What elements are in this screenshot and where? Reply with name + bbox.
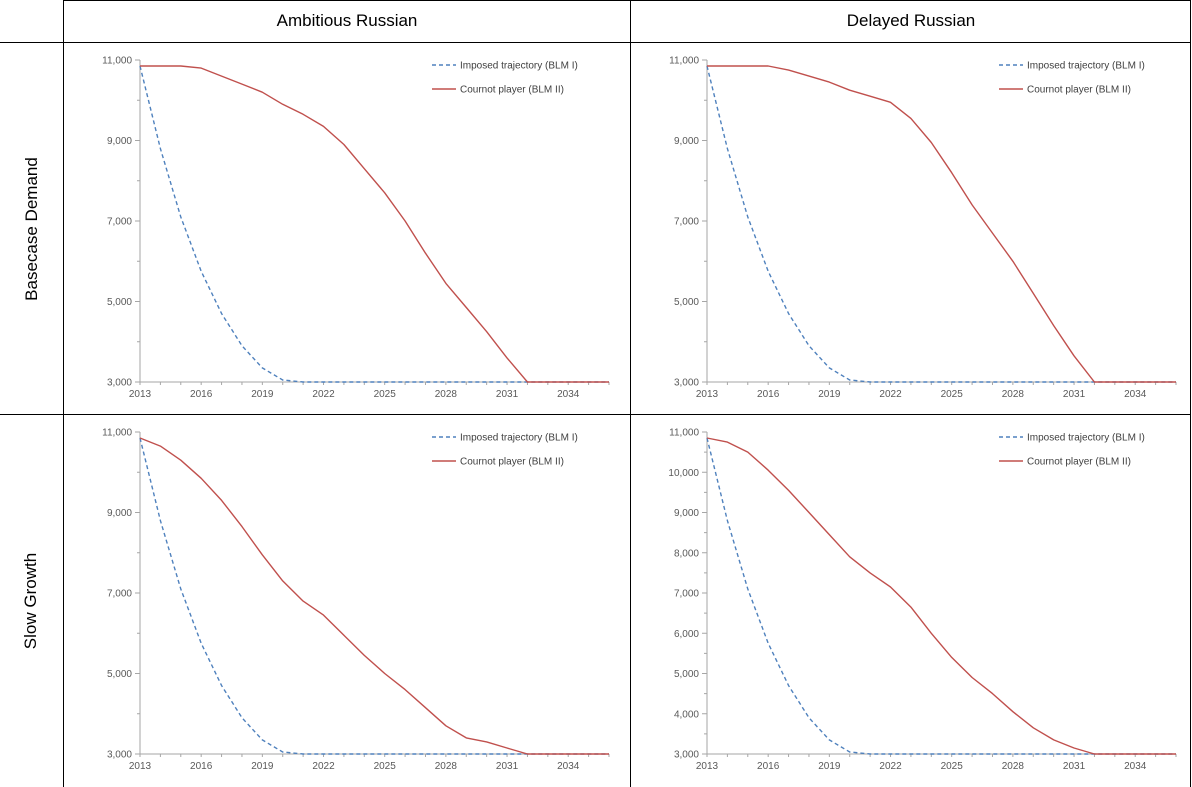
legend-label-imposed: Imposed trajectory (BLM I) [1027,61,1145,72]
y-tick-label: 9,000 [107,136,132,147]
legend-label-cournot: Cournot player (BLM II) [1027,457,1131,468]
chart-panel-basecase-delayed: 3,000 5,000 7,000 9,000 11,000 2013 2016 2019 20… [631,43,1191,414]
legend-label-cournot: Cournot player (BLM II) [460,457,564,468]
x-tick-label: 2019 [251,761,274,772]
x-tick-label: 2016 [190,761,213,772]
x-tick-label: 2028 [1002,389,1025,400]
y-tick-label: 7,000 [674,217,699,228]
y-tick-label: 11,000 [102,56,132,67]
chart-panel-basecase-ambitious: 3,000 5,000 7,000 9,000 11,000 2013 2016 2019 20… [64,43,630,414]
x-tick-label: 2025 [941,761,964,772]
row-header-basecase: Basecase Demand [0,43,63,414]
y-tick-label: 3,000 [674,750,699,761]
series-line-imposed [139,437,609,755]
y-tick-label: 5,000 [674,669,699,680]
x-tick-label: 2031 [1063,761,1086,772]
chart-svg-basecase-delayed: 3,000 5,000 7,000 9,000 11,000 2013 2016 2019 20… [669,56,1177,400]
x-tick-label: 2013 [696,389,719,400]
grid-line-row-divider [0,414,1191,415]
series-line-imposed [139,65,609,383]
grid-line-top [63,0,1191,1]
legend-label-imposed: Imposed trajectory (BLM I) [1027,433,1145,444]
grid-line-right [1190,0,1191,787]
series-line-cournot [706,437,1176,755]
y-tick-label: 3,000 [674,378,699,389]
x-tick-label: 2031 [496,389,519,400]
x-tick-label: 2025 [941,389,964,400]
x-tick-label: 2034 [557,389,580,400]
y-tick-label: 10,000 [668,468,699,479]
legend-label-cournot: Cournot player (BLM II) [460,85,564,96]
x-tick-label: 2022 [879,761,902,772]
x-tick-label: 2019 [818,761,841,772]
x-tick-label: 2022 [312,389,335,400]
x-tick-label: 2016 [757,761,780,772]
y-tick-label: 4,000 [674,709,699,720]
grid-line-left [63,0,64,787]
y-tick-label: 11,000 [669,428,699,439]
y-tick-label: 5,000 [107,669,132,680]
column-header-delayed: Delayed Russian [846,11,976,30]
series-line-cournot [140,65,609,383]
x-tick-label: 2016 [757,389,780,400]
x-tick-label: 2022 [312,761,335,772]
chart-svg-slow-ambitious: 3,000 5,000 7,000 9,000 11,000 2013 2016 2019 20… [102,428,610,772]
row-header-basecase-label: Basecase Demand [21,156,41,301]
row-header-slow-growth: Slow Growth [0,415,63,787]
x-tick-label: 2013 [696,761,719,772]
row-header-slow-growth-label: Slow Growth [21,552,41,650]
x-tick-label: 2031 [496,761,519,772]
series-line-imposed [706,65,1176,383]
x-tick-label: 2034 [557,761,580,772]
series-line-cournot [707,65,1176,383]
y-tick-label: 6,000 [674,629,699,640]
y-tick-label: 5,000 [674,297,699,308]
series-line-cournot [139,437,609,755]
x-tick-label: 2031 [1063,389,1086,400]
x-tick-label: 2025 [374,389,397,400]
y-tick-label: 9,000 [674,508,699,519]
x-tick-label: 2028 [1002,761,1025,772]
chart-panel-slow-ambitious: 3,000 5,000 7,000 9,000 11,000 2013 2016 2019 20… [64,415,630,787]
y-tick-label: 3,000 [107,378,132,389]
x-tick-label: 2019 [818,389,841,400]
x-tick-label: 2013 [129,761,152,772]
x-tick-label: 2028 [435,389,458,400]
y-tick-label: 7,000 [107,589,132,600]
series-line-imposed [706,437,1176,755]
legend-label-cournot: Cournot player (BLM II) [1027,85,1131,96]
x-tick-label: 2028 [435,761,458,772]
y-tick-label: 11,000 [102,428,132,439]
chart-svg-basecase-ambitious: 3,000 5,000 7,000 9,000 11,000 2013 2016 2019 20… [102,56,610,400]
x-tick-label: 2013 [129,389,152,400]
y-tick-label: 3,000 [107,750,132,761]
x-tick-label: 2016 [190,389,213,400]
legend-label-imposed: Imposed trajectory (BLM I) [460,61,578,72]
column-header-ambitious: Ambitious Russian [276,11,418,30]
y-tick-label: 9,000 [674,136,699,147]
legend-label-imposed: Imposed trajectory (BLM I) [460,433,578,444]
x-tick-label: 2034 [1124,761,1147,772]
y-tick-label: 9,000 [107,508,132,519]
x-tick-label: 2022 [879,389,902,400]
chart-panel-slow-delayed: 3,000 4,000 5,000 6,000 7,000 8,000 9,000 10,00… [631,415,1191,787]
y-tick-label: 5,000 [107,297,132,308]
x-tick-label: 2034 [1124,389,1147,400]
y-tick-label: 7,000 [107,217,132,228]
y-tick-label: 8,000 [674,548,699,559]
chart-svg-slow-delayed: 3,000 4,000 5,000 6,000 7,000 8,000 9,000 10,00… [668,428,1177,772]
y-tick-label: 7,000 [674,589,699,600]
grid-line-header [0,42,1191,43]
grid-line-middle [630,0,631,787]
x-tick-label: 2025 [374,761,397,772]
x-tick-label: 2019 [251,389,274,400]
y-tick-label: 11,000 [669,56,699,67]
